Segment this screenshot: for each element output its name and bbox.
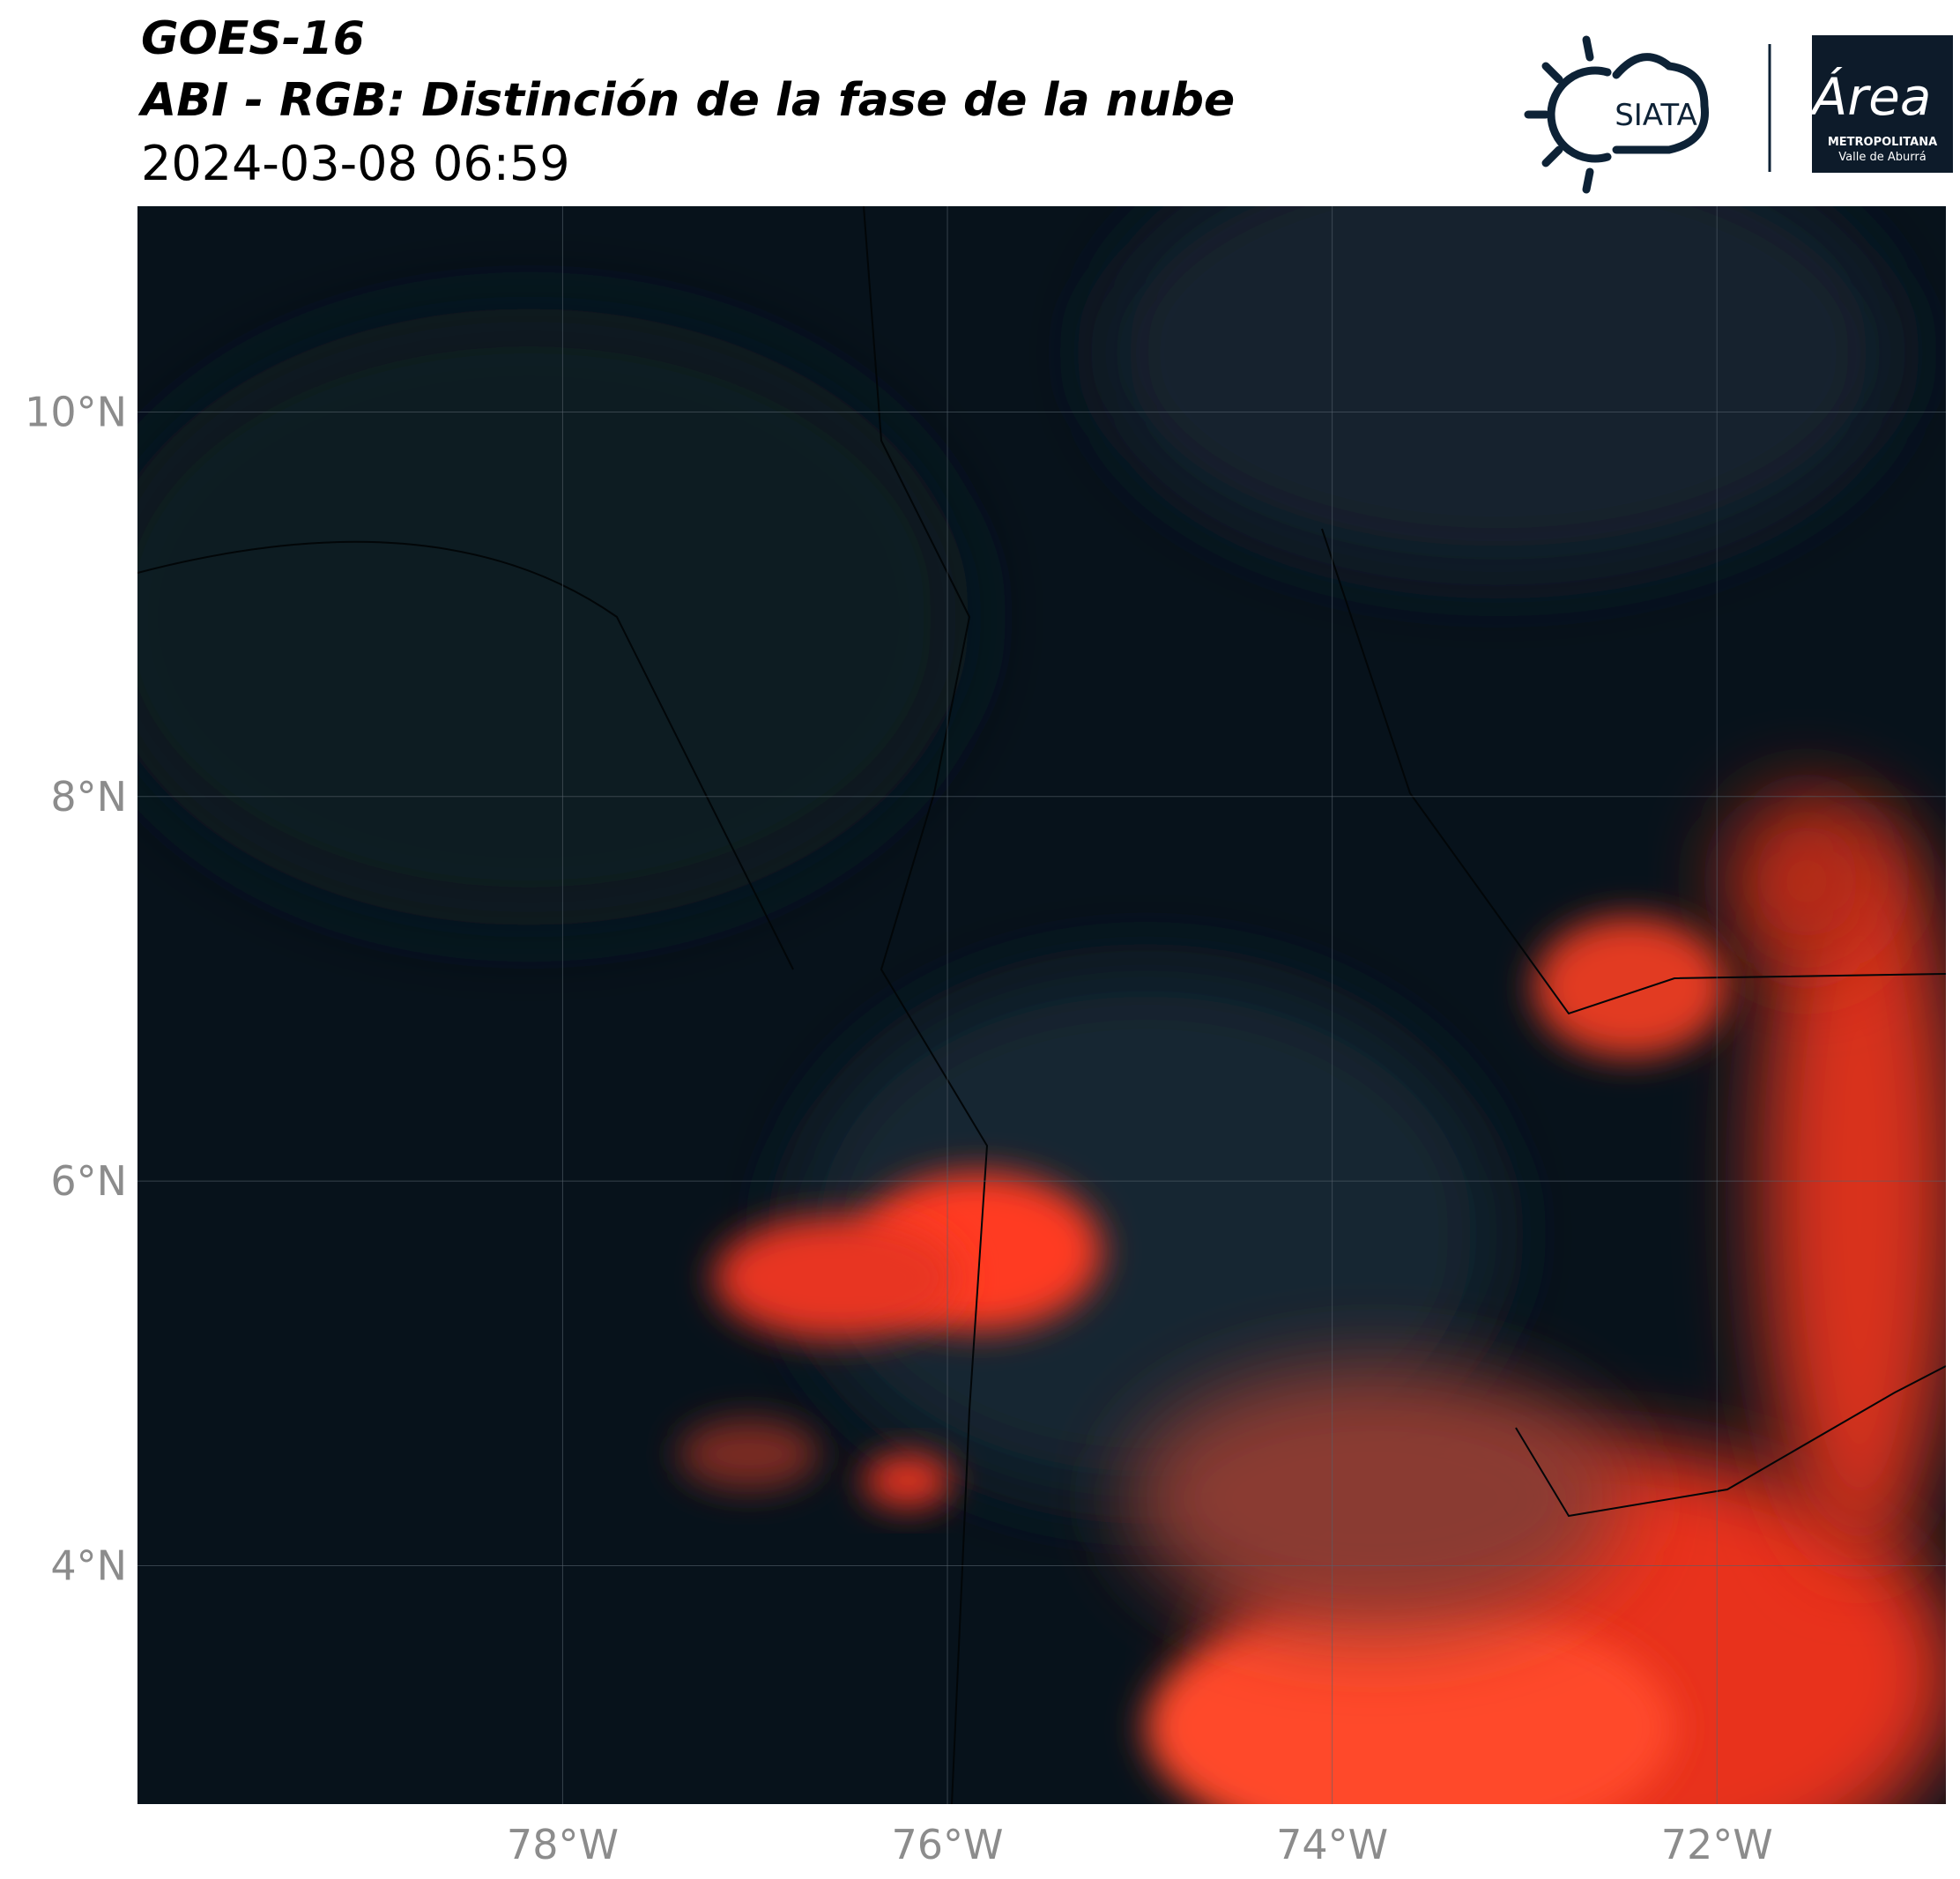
lon-tick-label: 76°W [892, 1821, 1004, 1868]
area-name: METROPOLITANA [1828, 136, 1937, 149]
lat-tick-label: 10°N [25, 388, 127, 435]
siata-logo [1524, 35, 1709, 194]
area-logo [1812, 35, 1953, 173]
lon-tick-label: 74°W [1276, 1821, 1388, 1868]
lat-tick-label: 6°N [50, 1157, 127, 1205]
area-region: Valle de Aburrá [1838, 151, 1926, 164]
lon-tick-label: 72°W [1661, 1821, 1773, 1868]
title: GOES-16 [141, 12, 365, 65]
lat-tick-label: 8°N [50, 773, 127, 821]
siata-text: SIATA [1615, 98, 1697, 133]
subtitle: ABI - RGB: Distinción de la fase de la n… [141, 74, 1236, 127]
lon-tick-label: 78°W [507, 1821, 619, 1868]
lat-tick-label: 4°N [50, 1541, 127, 1589]
timestamp: 2024-03-08 06:59 [141, 136, 570, 191]
satellite-image [137, 206, 1946, 1804]
area-text: Área [1809, 66, 1932, 127]
logos: SIATA Área METROPOLITANA Valle de Aburrá [1524, 35, 1953, 194]
